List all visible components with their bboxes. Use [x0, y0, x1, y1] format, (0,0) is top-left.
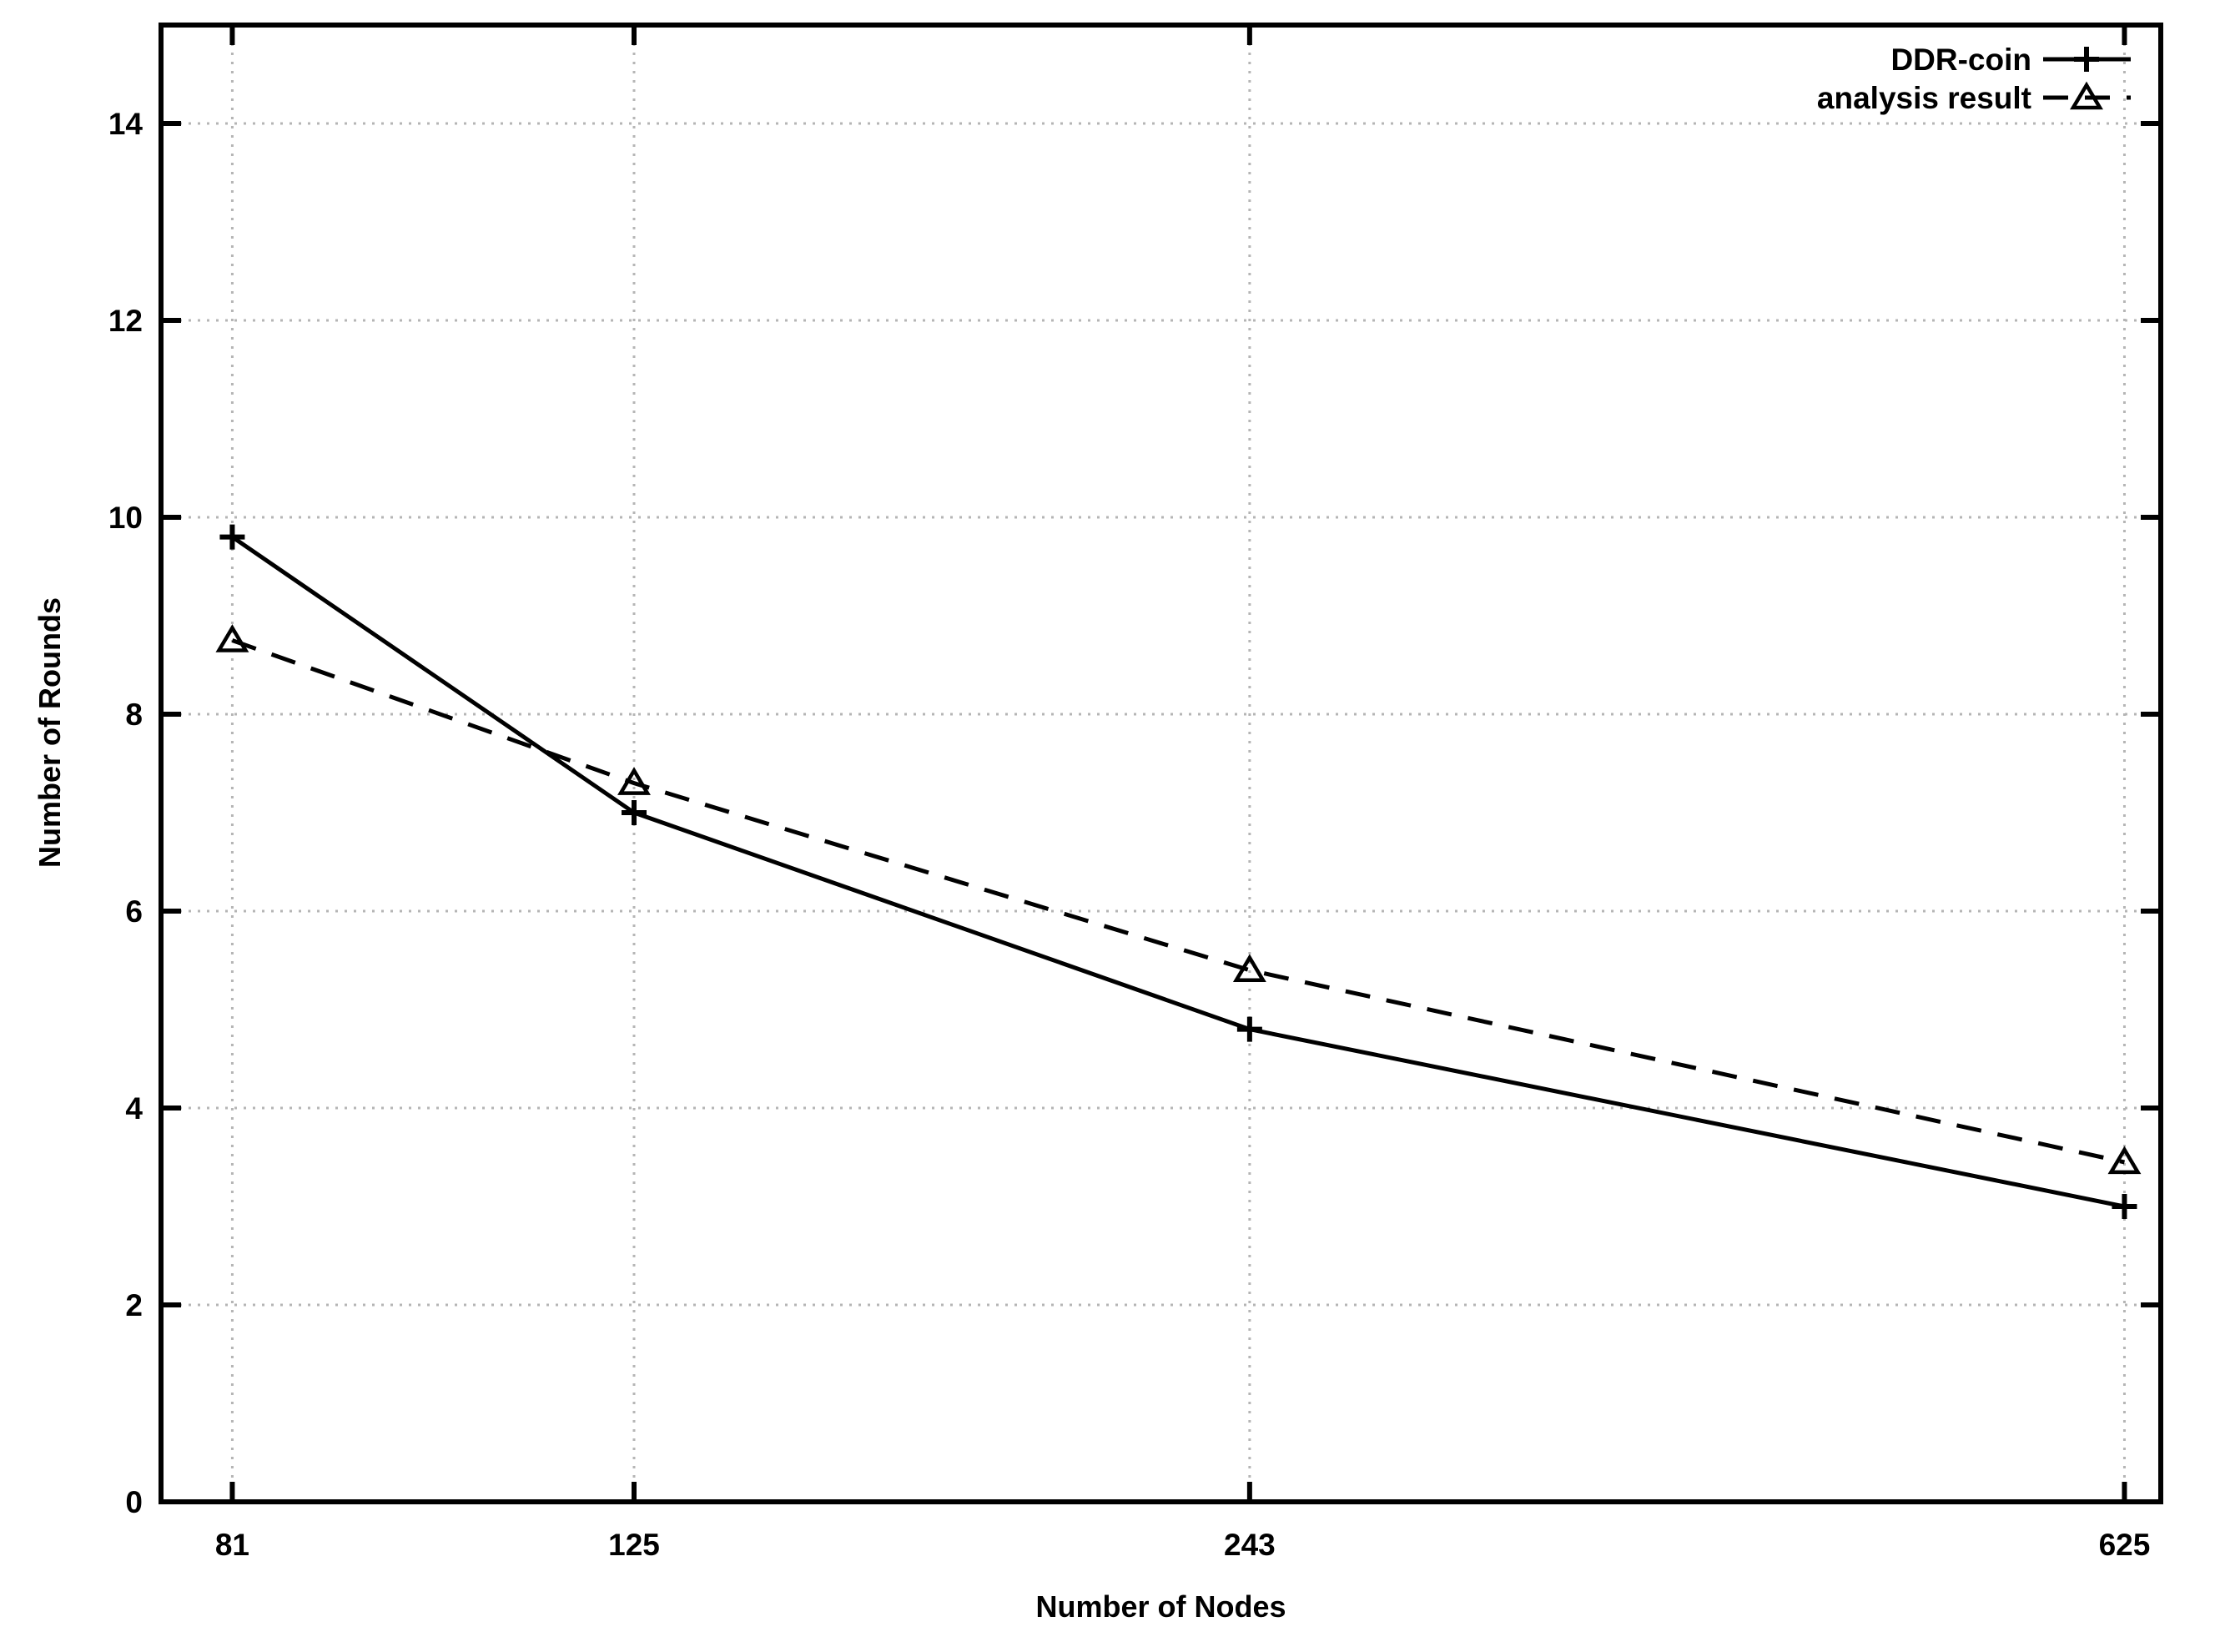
data-point-plus [1236, 1016, 1262, 1042]
y-tick-label: 10 [108, 501, 143, 535]
data-point-plus [622, 800, 647, 825]
y-tick-label: 6 [125, 894, 143, 929]
x-tick-label: 125 [608, 1528, 660, 1562]
series-line-analysis-result [231, 638, 2126, 1165]
legend-item: DDR-coin [1890, 43, 2131, 77]
series-line-ddr-coin [231, 535, 2125, 1209]
legend-marker-plus [2074, 47, 2099, 72]
legend-label: analysis result [1817, 81, 2031, 115]
y-tick-label: 8 [125, 698, 143, 732]
data-point-plus [219, 524, 245, 550]
y-tick-label: 12 [108, 304, 143, 338]
y-tick-label: 14 [108, 107, 143, 141]
legend-marker-triangle-open [2070, 81, 2103, 110]
legend-item: analysis result [1817, 81, 2131, 115]
y-axis-title: Number of Rounds [33, 597, 67, 868]
series-lines [215, 524, 2142, 1219]
plot-frame [159, 23, 2163, 1504]
axis-ticks [161, 25, 2161, 1504]
data-point-triangle-open [617, 767, 651, 795]
data-point-triangle-open [1232, 954, 1266, 983]
legend: DDR-coin analysis result [1817, 43, 2131, 115]
data-point-plus [2112, 1194, 2137, 1219]
y-tick-label: 0 [125, 1485, 143, 1519]
x-tick-label: 625 [2099, 1528, 2151, 1562]
gridlines [161, 25, 2161, 1502]
legend-label: DDR-coin [1890, 43, 2031, 77]
data-point-triangle-open [215, 624, 249, 652]
tick-labels: 0 2 4 6 8 10 12 14 81 125 243 625 [108, 107, 2150, 1562]
y-tick-label: 2 [125, 1288, 143, 1322]
data-point-triangle-open [2107, 1146, 2142, 1175]
x-axis-title: Number of Nodes [1035, 1589, 1286, 1624]
x-tick-label: 243 [1224, 1528, 1276, 1562]
y-tick-label: 4 [125, 1091, 143, 1126]
x-tick-label: 81 [215, 1528, 249, 1562]
